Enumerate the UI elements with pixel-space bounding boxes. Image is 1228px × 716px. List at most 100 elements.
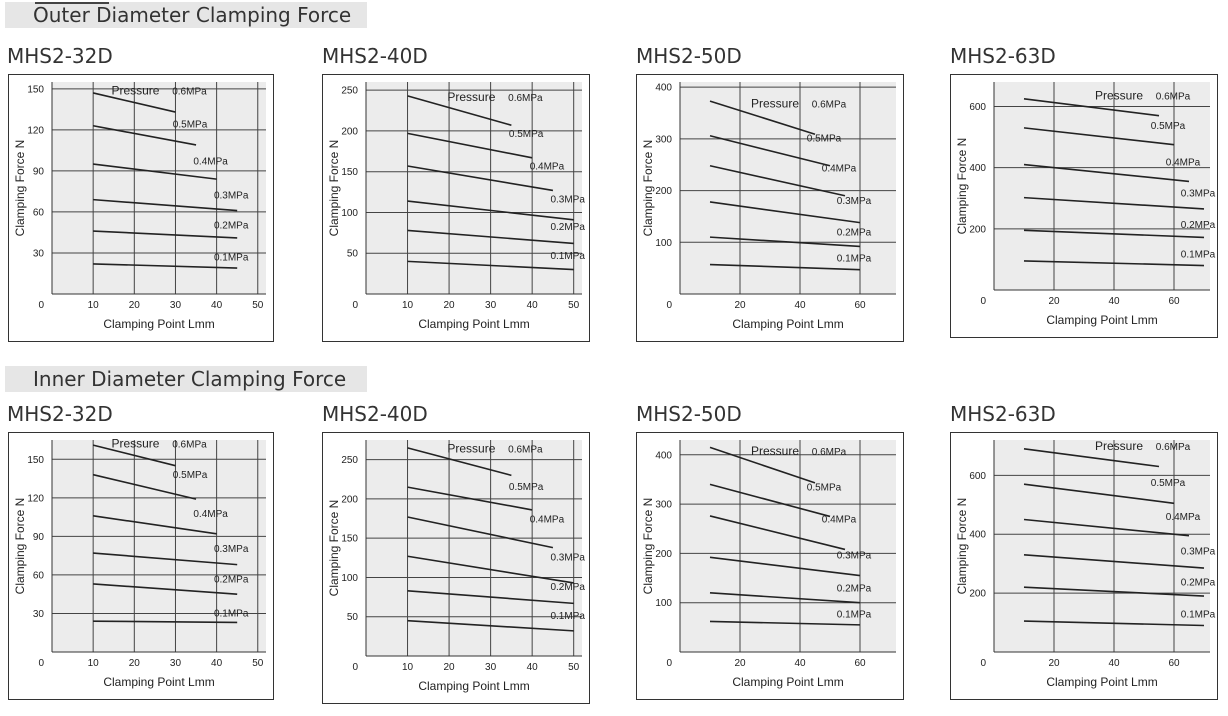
y-tick-label: 30: [33, 248, 45, 259]
series-label: 0.2MPa: [214, 220, 249, 231]
x-tick-label: 20: [444, 662, 456, 673]
origin-label: 0: [38, 300, 44, 311]
y-tick-label: 100: [655, 238, 672, 249]
y-tick-label: 100: [341, 208, 358, 219]
y-tick-label: 50: [347, 612, 359, 623]
y-axis-label: Clamping Force N: [955, 498, 969, 595]
x-axis-label: Clamping Point Lmm: [103, 675, 214, 689]
series-label: 0.3MPa: [837, 551, 872, 562]
pressure-line: [407, 516, 554, 549]
series-label: 0.6MPa: [1156, 442, 1191, 453]
pressure-line: [1023, 163, 1190, 183]
x-tick-label: 10: [88, 658, 100, 669]
x-tick-label: 60: [1168, 296, 1180, 307]
origin-label: 0: [352, 662, 358, 673]
x-tick-label: 30: [485, 300, 497, 311]
series-label: 0.4MPa: [530, 515, 565, 526]
pressure-line: [709, 201, 861, 224]
x-tick-label: 40: [794, 658, 806, 669]
clamping-force-chart: 20 40 60 200 400 600 0 Pressure 0.6MPa 0.5MPa 0.4M…: [950, 432, 1218, 700]
series-label: 0.4MPa: [822, 163, 857, 174]
y-tick-label: 200: [969, 589, 986, 600]
series-label: 0.3MPa: [550, 195, 585, 206]
series-label: 0.3MPa: [1181, 546, 1216, 557]
series-label: 0.6MPa: [812, 447, 847, 458]
pressure-line: [1023, 196, 1205, 210]
y-tick-label: 150: [27, 455, 44, 466]
x-tick-label: 20: [444, 300, 456, 311]
pressure-line: [709, 100, 816, 135]
y-tick-label: 400: [655, 83, 672, 94]
chart-title: MHS2-50D: [636, 44, 742, 68]
series-label: 0.6MPa: [508, 444, 543, 455]
series-label: 0.5MPa: [1151, 478, 1186, 489]
section-title: Inner Diameter Clamping Force: [33, 367, 347, 391]
pressure-line: [407, 200, 574, 221]
y-tick-label: 200: [969, 224, 986, 235]
clamping-force-chart: 10 20 30 40 50 50 100 150 200 250 0 Pressure 0.6MPa 0…: [322, 74, 590, 342]
plot-area: [52, 440, 266, 652]
x-tick-label: 20: [129, 300, 141, 311]
pressure-line: [1023, 127, 1175, 146]
series-label: 0.5MPa: [509, 482, 544, 493]
y-axis-label: Clamping Force N: [641, 498, 655, 595]
pressure-line: [1023, 620, 1205, 627]
x-tick-label: 40: [1108, 658, 1120, 669]
origin-label: 0: [666, 658, 672, 669]
pressure-line: [407, 486, 533, 511]
y-tick-label: 600: [969, 471, 986, 482]
plot-area: [366, 440, 582, 656]
series-label: 0.6MPa: [172, 439, 207, 450]
chart-title: MHS2-63D: [950, 402, 1056, 426]
chart-title: MHS2-32D: [7, 402, 113, 426]
clamping-force-chart: 20 40 60 100 200 300 400 0 Pressure 0.6MPa 0.5MPa 0…: [636, 74, 904, 342]
y-axis-label: Clamping Force N: [327, 140, 341, 237]
pressure-line: [407, 260, 574, 271]
series-label: 0.1MPa: [1181, 250, 1216, 261]
y-tick-label: 600: [969, 102, 986, 113]
x-tick-label: 30: [170, 300, 182, 311]
pressure-line: [709, 446, 816, 484]
series-label: 0.4MPa: [1166, 512, 1201, 523]
pressure-line: [709, 483, 831, 518]
pressure-line: [709, 134, 831, 167]
x-tick-label: 20: [734, 300, 746, 311]
pressure-line: [407, 555, 574, 584]
clamping-force-chart: 10 20 30 40 50 30 60 90 120 150 0 Pressure 0.6MPa 0.5…: [8, 432, 274, 700]
series-label: 0.3MPa: [214, 190, 249, 201]
series-label: 0.2MPa: [837, 227, 872, 238]
x-tick-label: 20: [734, 658, 746, 669]
pressure-line: [1023, 518, 1190, 537]
x-axis-label: Clamping Point Lmm: [418, 317, 529, 331]
x-tick-label: 20: [1048, 658, 1060, 669]
series-label: 0.1MPa: [837, 610, 872, 621]
x-tick-label: 60: [1168, 658, 1180, 669]
y-tick-label: 60: [33, 570, 45, 581]
x-tick-label: 50: [568, 662, 580, 673]
x-tick-label: 40: [527, 300, 539, 311]
pressure-label: Pressure: [111, 436, 159, 450]
series-label: 0.4MPa: [193, 156, 228, 167]
pressure-line: [407, 447, 512, 477]
plot-area: [52, 82, 266, 294]
series-label: 0.5MPa: [807, 483, 842, 494]
x-tick-label: 40: [794, 300, 806, 311]
series-label: 0.6MPa: [1156, 92, 1191, 103]
x-tick-label: 60: [854, 658, 866, 669]
y-tick-label: 250: [341, 455, 358, 466]
x-tick-label: 10: [88, 300, 100, 311]
pressure-line: [1023, 260, 1205, 267]
x-axis-label: Clamping Point Lmm: [418, 679, 529, 693]
pressure-line: [92, 473, 197, 500]
x-tick-label: 50: [252, 300, 264, 311]
series-label: 0.6MPa: [508, 93, 543, 104]
y-axis-label: Clamping Force N: [955, 138, 969, 235]
section-header-inner: Inner Diameter Clamping Force: [5, 366, 367, 392]
pressure-line: [407, 95, 512, 126]
pressure-line: [709, 236, 861, 248]
section-header-outer: Outer Diameter Clamping Force: [5, 2, 367, 28]
pressure-line: [709, 620, 861, 626]
series-label: 0.6MPa: [172, 87, 207, 98]
chart-title: MHS2-32D: [7, 44, 113, 68]
chart-title: MHS2-40D: [322, 44, 428, 68]
